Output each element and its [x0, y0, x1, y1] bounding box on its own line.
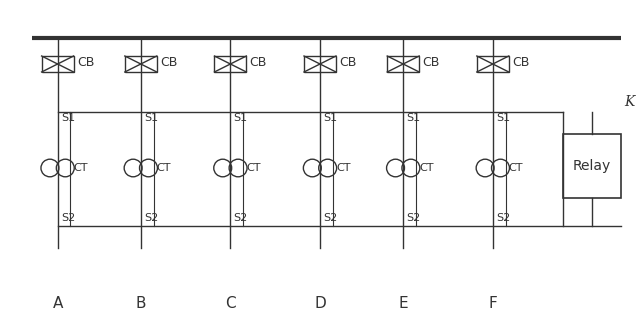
Text: CB: CB [160, 56, 177, 69]
Text: CT: CT [157, 163, 172, 173]
Text: S1: S1 [61, 113, 75, 124]
Text: CT: CT [74, 163, 88, 173]
Text: Relay: Relay [573, 159, 611, 173]
Text: S2: S2 [406, 212, 420, 223]
Text: CB: CB [250, 56, 267, 69]
Text: CB: CB [422, 56, 440, 69]
Text: K: K [624, 95, 634, 109]
Text: CB: CB [512, 56, 529, 69]
Text: D: D [314, 297, 326, 311]
Text: S1: S1 [234, 113, 248, 124]
Text: S1: S1 [496, 113, 510, 124]
Text: F: F [488, 297, 497, 311]
Text: CT: CT [509, 163, 524, 173]
Text: E: E [398, 297, 408, 311]
Text: S2: S2 [234, 212, 248, 223]
Text: CT: CT [246, 163, 261, 173]
Text: B: B [136, 297, 146, 311]
Text: S2: S2 [496, 212, 510, 223]
Bar [563, 134, 621, 198]
Text: S1: S1 [406, 113, 420, 124]
Text: S1: S1 [144, 113, 158, 124]
Text: S1: S1 [323, 113, 337, 124]
Text: CT: CT [419, 163, 434, 173]
Text: A: A [52, 297, 63, 311]
Text: C: C [225, 297, 236, 311]
Text: S2: S2 [61, 212, 75, 223]
Text: S2: S2 [144, 212, 158, 223]
Text: S2: S2 [323, 212, 337, 223]
Text: CT: CT [336, 163, 351, 173]
Text: CB: CB [339, 56, 356, 69]
Text: CB: CB [77, 56, 94, 69]
